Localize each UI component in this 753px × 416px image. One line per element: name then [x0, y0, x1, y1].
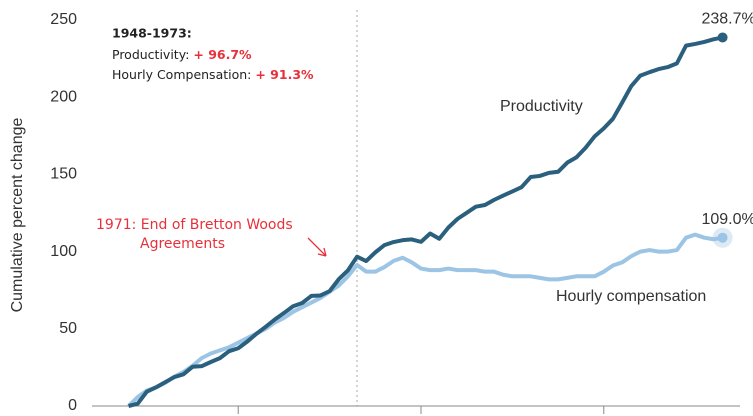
summary-value: + 91.3%: [255, 67, 314, 82]
value-label: 109.0%: [701, 211, 753, 228]
plot: 109.0% 238.7% Productivity Hourly compensat…: [127, 11, 753, 408]
y-tick-label: 150: [50, 166, 77, 183]
y-tick-label: 100: [50, 243, 77, 260]
y-tick-label: 250: [50, 11, 77, 28]
series-line: [128, 35, 723, 408]
series-label: Hourly compensation: [556, 288, 706, 305]
end-point: [717, 32, 728, 43]
event-note: 1971: End of Bretton Woods: [96, 217, 293, 233]
event-note: Agreements: [140, 236, 225, 252]
series-line: [127, 232, 723, 408]
value-label: 238.7%: [701, 11, 753, 28]
y-axis-label: Cumulative percent change: [9, 118, 26, 313]
y-tick-label: 200: [50, 88, 77, 105]
summary-row: Productivity: + 96.7%: [112, 47, 252, 62]
summary-title: 1948-1973:: [112, 26, 192, 41]
summary-value: + 96.7%: [193, 47, 252, 62]
summary-label: Hourly Compensation:: [112, 67, 255, 82]
summary-label: Productivity:: [112, 47, 193, 62]
series-label: Productivity: [500, 98, 583, 115]
y-tick-label: 50: [59, 320, 77, 337]
summary-row: Hourly Compensation: + 91.3%: [112, 67, 314, 82]
end-point: [717, 232, 728, 243]
y-tick-label: 0: [68, 397, 77, 414]
event-arrow: [307, 237, 327, 257]
